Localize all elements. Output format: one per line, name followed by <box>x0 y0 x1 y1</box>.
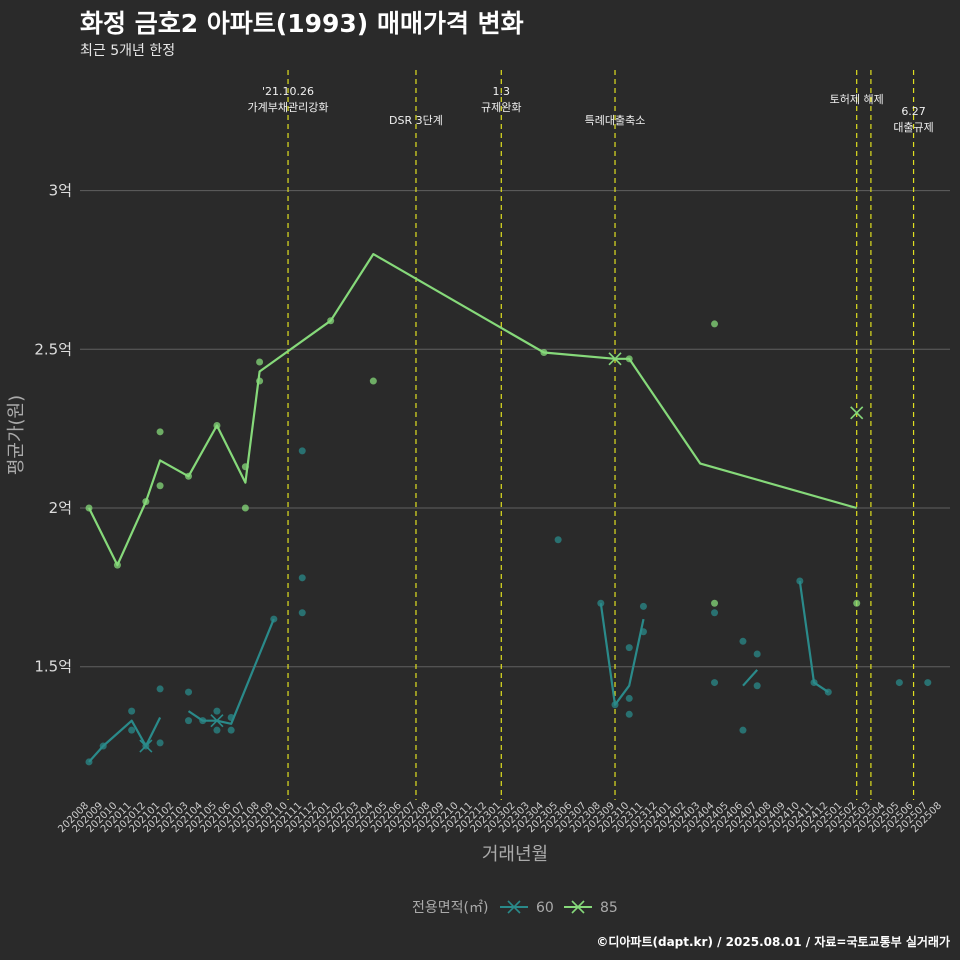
legend-label: 85 <box>600 900 618 916</box>
data-point <box>241 504 249 512</box>
series-line-segment <box>742 669 759 687</box>
legend-item-60: 60 <box>500 900 554 916</box>
data-point <box>213 726 221 734</box>
series-line-segment <box>187 618 275 725</box>
series-line-segment <box>599 603 645 706</box>
legend-title: 전용면적(㎡) <box>412 900 488 916</box>
event-label: 가계부채관리강화 <box>248 101 329 114</box>
data-point <box>369 377 377 385</box>
data-point <box>753 682 761 690</box>
data-point <box>924 679 932 687</box>
data-point <box>753 650 761 658</box>
data-point <box>625 644 633 652</box>
data-point <box>156 685 164 693</box>
series-60 <box>85 447 932 766</box>
legend-item-85: 85 <box>564 900 618 916</box>
axis-layer: 1.5억2억2.5억3억2020082020092020102020112020… <box>6 182 944 865</box>
x-axis-title: 거래년월 <box>482 844 548 865</box>
data-point <box>298 447 306 455</box>
data-point <box>711 599 719 607</box>
x-marker <box>139 739 153 753</box>
event-label: 특례대출축소 <box>585 114 646 127</box>
data-point <box>213 707 221 715</box>
x-marker <box>608 352 622 366</box>
x-marker <box>850 406 864 420</box>
data-point <box>739 637 747 645</box>
series-layer <box>85 253 932 766</box>
legend-label: 60 <box>536 900 554 916</box>
event-label: 1.3 <box>493 85 511 98</box>
data-point <box>298 574 306 582</box>
data-point <box>298 609 306 617</box>
event-label: 대출규제 <box>893 121 933 134</box>
y-tick-label: 2억 <box>49 499 72 517</box>
data-point <box>554 536 562 544</box>
data-point <box>185 688 193 696</box>
data-point <box>128 726 136 734</box>
event-label: '21.10.26 <box>262 85 314 98</box>
data-point <box>156 482 164 490</box>
series-85 <box>85 253 864 607</box>
data-point <box>711 679 719 687</box>
x-marker <box>210 714 224 728</box>
data-point <box>227 726 235 734</box>
data-point <box>128 707 136 715</box>
series-line-segment <box>88 717 162 763</box>
legend: 전용면적(㎡) 60 85 <box>412 900 618 916</box>
event-label: 6.27 <box>901 105 926 118</box>
source-caption: ©디아파트(dapt.kr) / 2025.08.01 / 자료=국토교통부 실… <box>596 935 950 949</box>
data-point <box>639 602 647 610</box>
data-point <box>853 599 861 607</box>
data-point <box>895 679 903 687</box>
event-label: DSR 3단계 <box>389 114 443 127</box>
y-tick-label: 3억 <box>49 182 72 200</box>
data-point <box>711 609 719 617</box>
series-line-segment <box>798 580 829 694</box>
chart-subtitle: 최근 5개년 한정 <box>80 43 176 59</box>
data-point <box>156 739 164 747</box>
data-point <box>739 726 747 734</box>
data-point <box>256 358 264 366</box>
event-label: 토허제 해제 <box>830 92 884 106</box>
chart-title: 화정 금호2 아파트(1993) 매매가격 변화 <box>80 9 524 38</box>
series-line-segment <box>88 253 858 567</box>
grid-layer <box>80 190 950 668</box>
data-point <box>185 717 193 725</box>
y-tick-label: 1.5억 <box>34 658 72 676</box>
event-label: 규제완화 <box>481 101 521 114</box>
data-point <box>711 320 719 328</box>
y-axis-title: 평균가(원) <box>6 395 27 475</box>
y-tick-label: 2.5억 <box>34 340 72 358</box>
data-point <box>625 694 633 702</box>
data-point <box>625 710 633 718</box>
data-point <box>156 428 164 436</box>
